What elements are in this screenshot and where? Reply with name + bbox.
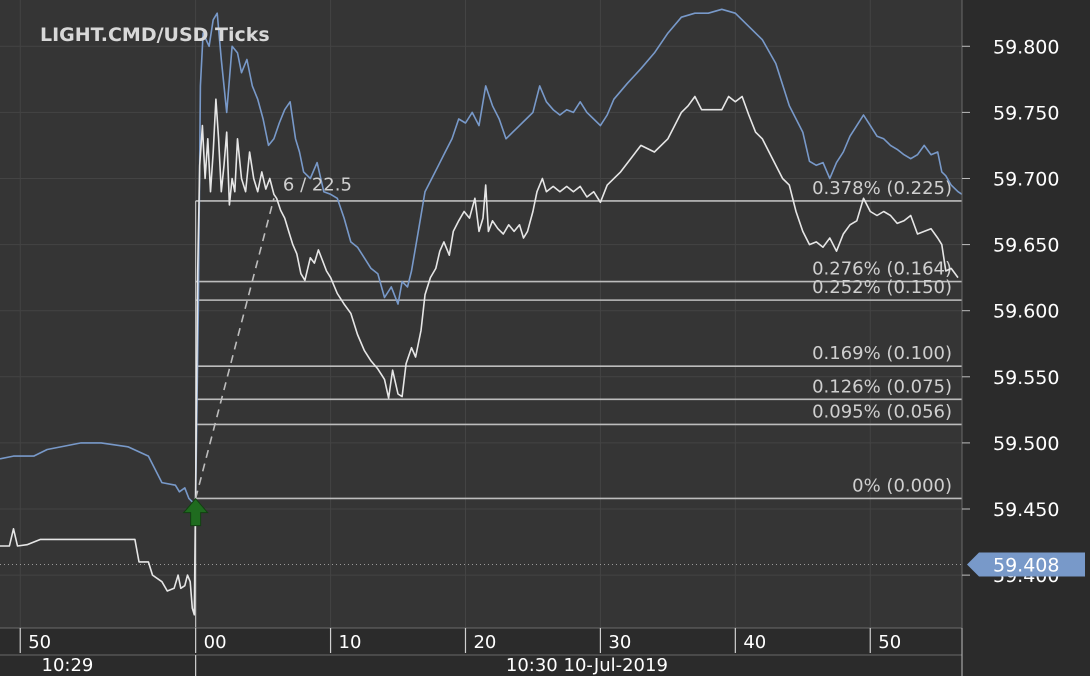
y-tick-label: 59.600: [993, 301, 1059, 323]
x-tick-label: 50: [878, 632, 901, 653]
y-tick-label: 59.450: [993, 499, 1059, 521]
y-tick-label: 59.750: [993, 102, 1059, 124]
fib-level-label: 0.252% (0.150): [812, 277, 952, 298]
annotations: 6 / 22.5: [182, 174, 352, 527]
y-tick-label: 59.500: [993, 433, 1059, 455]
x-tick-label: 30: [608, 632, 631, 653]
fib-level-label: 0.378% (0.225): [812, 178, 952, 199]
time-label: 10:29: [42, 655, 94, 676]
x-tick-label: 20: [473, 632, 496, 653]
x-tick-label: 40: [743, 632, 766, 653]
fib-level-label: 0% (0.000): [852, 475, 952, 496]
buy-arrow-icon[interactable]: [182, 497, 209, 527]
y-tick-label: 59.650: [993, 235, 1059, 257]
fib-level-label: 0.126% (0.075): [812, 376, 952, 397]
x-tick-label: 10: [339, 632, 362, 653]
last-price-badge: [967, 552, 1085, 577]
y-tick-label: 59.800: [993, 36, 1059, 58]
x-axis-panel: [0, 628, 1090, 676]
trend-line: [194, 198, 275, 499]
y-axis-panel: [962, 0, 1090, 628]
price-series: [0, 8, 963, 616]
x-tick-label: 00: [204, 632, 227, 653]
fib-level-label: 0.169% (0.100): [812, 343, 952, 364]
trend-annotation: 6 / 22.5: [283, 174, 352, 195]
last-price-tag[interactable]: 59.408: [967, 552, 1085, 577]
y-tick-label: 59.700: [993, 168, 1059, 190]
plot-area[interactable]: [0, 0, 962, 628]
y-axis[interactable]: 59.800 59.750 59.700 59.650 59.600 59.550 59.5…: [961, 0, 1090, 628]
y-tick-label: 59.550: [993, 367, 1059, 389]
series-line-bid: [0, 8, 963, 504]
series-line-ticks: [0, 95, 959, 616]
x-tick-label: 50: [28, 632, 51, 653]
fib-level-label: 0.276% (0.164): [812, 259, 952, 280]
chart-title: LIGHT.CMD/USD Ticks: [40, 24, 270, 46]
time-label: 10:30 10-Jul-2019: [506, 655, 668, 676]
fib-level-label: 0.095% (0.056): [812, 401, 952, 422]
last-price-label: 59.408: [993, 555, 1059, 577]
